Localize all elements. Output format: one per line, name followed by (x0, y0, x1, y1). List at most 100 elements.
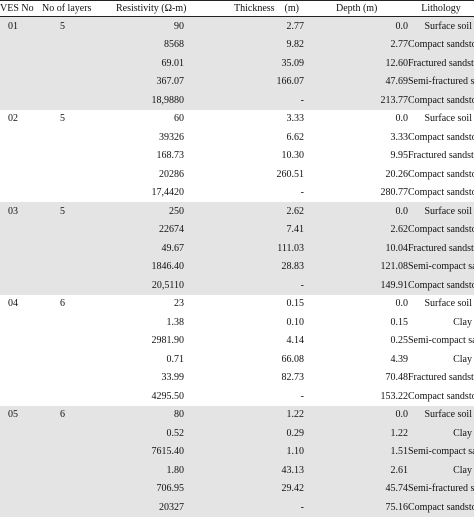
cell-depth: 47.69 (330, 72, 408, 91)
table-row: 0.71 66.08 4.39 Clay (0, 350, 474, 369)
cell-lithology: Surface soil (408, 202, 474, 221)
cell-ves-no (0, 369, 34, 388)
cell-ves-no (0, 276, 34, 295)
cell-lithology: Clay (408, 424, 474, 443)
cell-no-of-layers: 5 (60, 113, 65, 125)
cell-depth: 0.15 (390, 316, 409, 328)
cell-lithology: Surface soil (424, 298, 473, 310)
cell-lithology: Fractured sandstone (408, 372, 474, 384)
cell-lithology: Compact sandstone (408, 276, 474, 295)
cell-ves-no (0, 498, 34, 517)
header-ves-no: VES No. (0, 0, 34, 17)
cell-lithology: Compact sandstone (408, 187, 474, 199)
cell-no-of-layers (34, 91, 98, 110)
header-lithology: Lithology (408, 0, 474, 17)
cell-ves-no (0, 239, 34, 258)
cell-resistivity: 20327 (98, 498, 218, 517)
header-resistivity: Resistivity (Ω-m) (98, 0, 218, 17)
cell-depth: 1.51 (330, 442, 408, 461)
cell-thickness: 2.62 (218, 202, 330, 221)
cell-resistivity: 2981.90 (151, 335, 185, 347)
cell-ves-no (0, 461, 34, 480)
cell-lithology: Surface soil (408, 16, 474, 36)
cell-lithology: Compact sandstone (408, 91, 474, 110)
cell-no-of-layers (34, 313, 98, 332)
cell-no-of-layers: 6 (60, 298, 65, 310)
cell-no-of-layers (34, 276, 98, 295)
cell-lithology: Surface soil (408, 405, 474, 424)
cell-lithology: Semi-compact sandstone (408, 257, 474, 276)
cell-thickness: 6.62 (286, 131, 305, 143)
cell-ves-no (0, 313, 34, 332)
table-row: 03 5 250 2.62 0.0 Surface soil (0, 202, 474, 221)
cell-depth: 20.26 (385, 168, 409, 180)
cell-lithology: Compact sandstone (408, 131, 474, 143)
cell-no-of-layers (34, 54, 98, 73)
cell-depth: 2.62 (330, 220, 408, 239)
cell-resistivity: 7615.40 (98, 442, 218, 461)
cell-lithology: Compact sandstone (408, 390, 474, 402)
cell-thickness: - (218, 498, 330, 517)
cell-no-of-layers (34, 165, 98, 184)
top-rule (0, 0, 474, 1)
cell-resistivity: 33.99 (161, 372, 185, 384)
cell-thickness: 0.29 (218, 424, 330, 443)
cell-no-of-layers (34, 257, 98, 276)
cell-ves-no (0, 424, 34, 443)
cell-resistivity: 39326 (159, 131, 184, 143)
cell-thickness: 0.15 (286, 298, 305, 310)
cell-resistivity: 80 (98, 405, 218, 424)
cell-depth: 2.77 (330, 35, 408, 54)
cell-depth: 280.77 (380, 187, 409, 199)
table-row: 01 5 90 2.77 0.0 Surface soil (0, 16, 474, 36)
cell-ves-no (0, 257, 34, 276)
cell-depth: 1.22 (330, 424, 408, 443)
cell-ves-no: 01 (0, 16, 34, 36)
cell-depth: 213.77 (330, 91, 408, 110)
cell-lithology: Compact sandstone (408, 35, 474, 54)
cell-resistivity: 706.95 (98, 479, 218, 498)
cell-no-of-layers (34, 332, 98, 351)
cell-resistivity: 0.52 (98, 424, 218, 443)
cell-lithology: Compact sandstone (408, 498, 474, 517)
cell-thickness: 1.22 (218, 405, 330, 424)
cell-ves-no (0, 35, 34, 54)
cell-depth: 12.60 (330, 54, 408, 73)
cell-resistivity: 49.67 (98, 239, 218, 258)
cell-depth: 121.08 (330, 257, 408, 276)
cell-no-of-layers (34, 350, 98, 369)
cell-no-of-layers (34, 479, 98, 498)
cell-no-of-layers (34, 147, 98, 166)
cell-depth: 4.39 (390, 353, 409, 365)
cell-lithology: Compact sandstone (408, 220, 474, 239)
cell-depth: 0.0 (330, 16, 408, 36)
cell-thickness: 35.09 (218, 54, 330, 73)
cell-no-of-layers (34, 442, 98, 461)
cell-ves-no (0, 479, 34, 498)
cell-ves-no (0, 350, 34, 369)
cell-depth: 70.48 (385, 372, 409, 384)
cell-thickness: 4.14 (286, 335, 305, 347)
cell-no-of-layers: 5 (34, 16, 98, 36)
cell-no-of-layers (34, 239, 98, 258)
cell-lithology: Clay (453, 316, 472, 328)
cell-no-of-layers (34, 461, 98, 480)
table-body: 01 5 90 2.77 0.0 Surface soil 8568 9.82 2.77 Comp… (0, 16, 474, 517)
cell-no-of-layers (34, 35, 98, 54)
cell-no-of-layers (34, 184, 98, 203)
cell-thickness: 43.13 (218, 461, 330, 480)
cell-no-of-layers (34, 220, 98, 239)
